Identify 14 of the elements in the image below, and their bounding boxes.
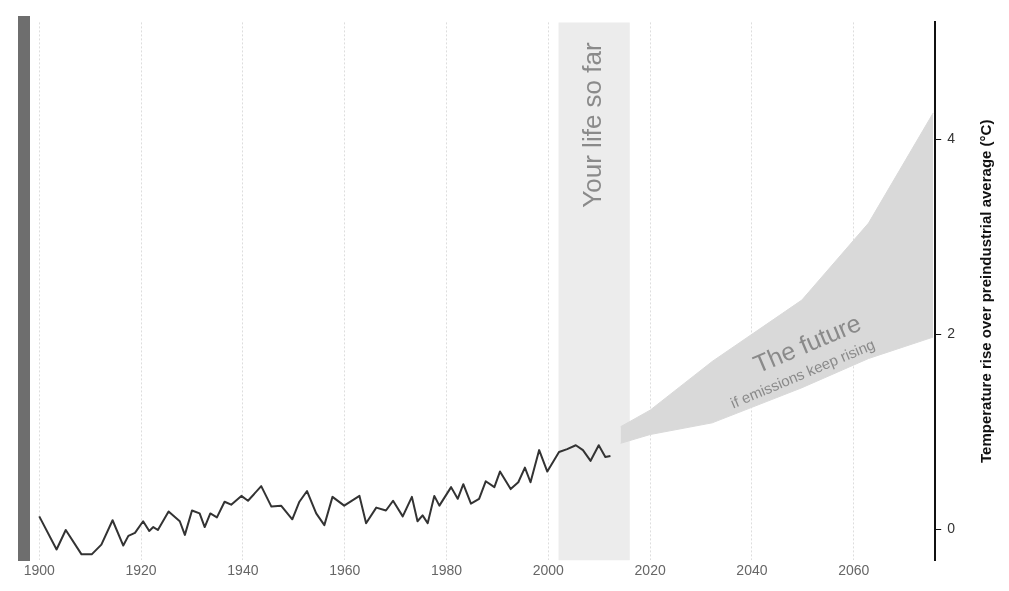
y-tick-label: 0 xyxy=(947,519,956,536)
y-axis-title: Temperature rise over preindustrial average (°C) xyxy=(977,119,995,463)
x-tick-label: 1940 xyxy=(227,562,259,579)
x-tick-label: 1980 xyxy=(430,562,463,579)
y-tick-label: 2 xyxy=(947,325,956,342)
x-tick-label: 1960 xyxy=(329,562,361,579)
band-label: Your life so far xyxy=(577,42,608,208)
x-tick-label: 2000 xyxy=(532,562,565,579)
x-tick-label: 2020 xyxy=(634,562,666,579)
x-tick-label: 1920 xyxy=(125,562,157,579)
y-tick-label: 4 xyxy=(947,130,956,147)
x-tick-label: 2040 xyxy=(736,562,768,579)
x-tick-label: 1900 xyxy=(23,562,56,579)
x-tick-label: 2060 xyxy=(838,562,870,579)
